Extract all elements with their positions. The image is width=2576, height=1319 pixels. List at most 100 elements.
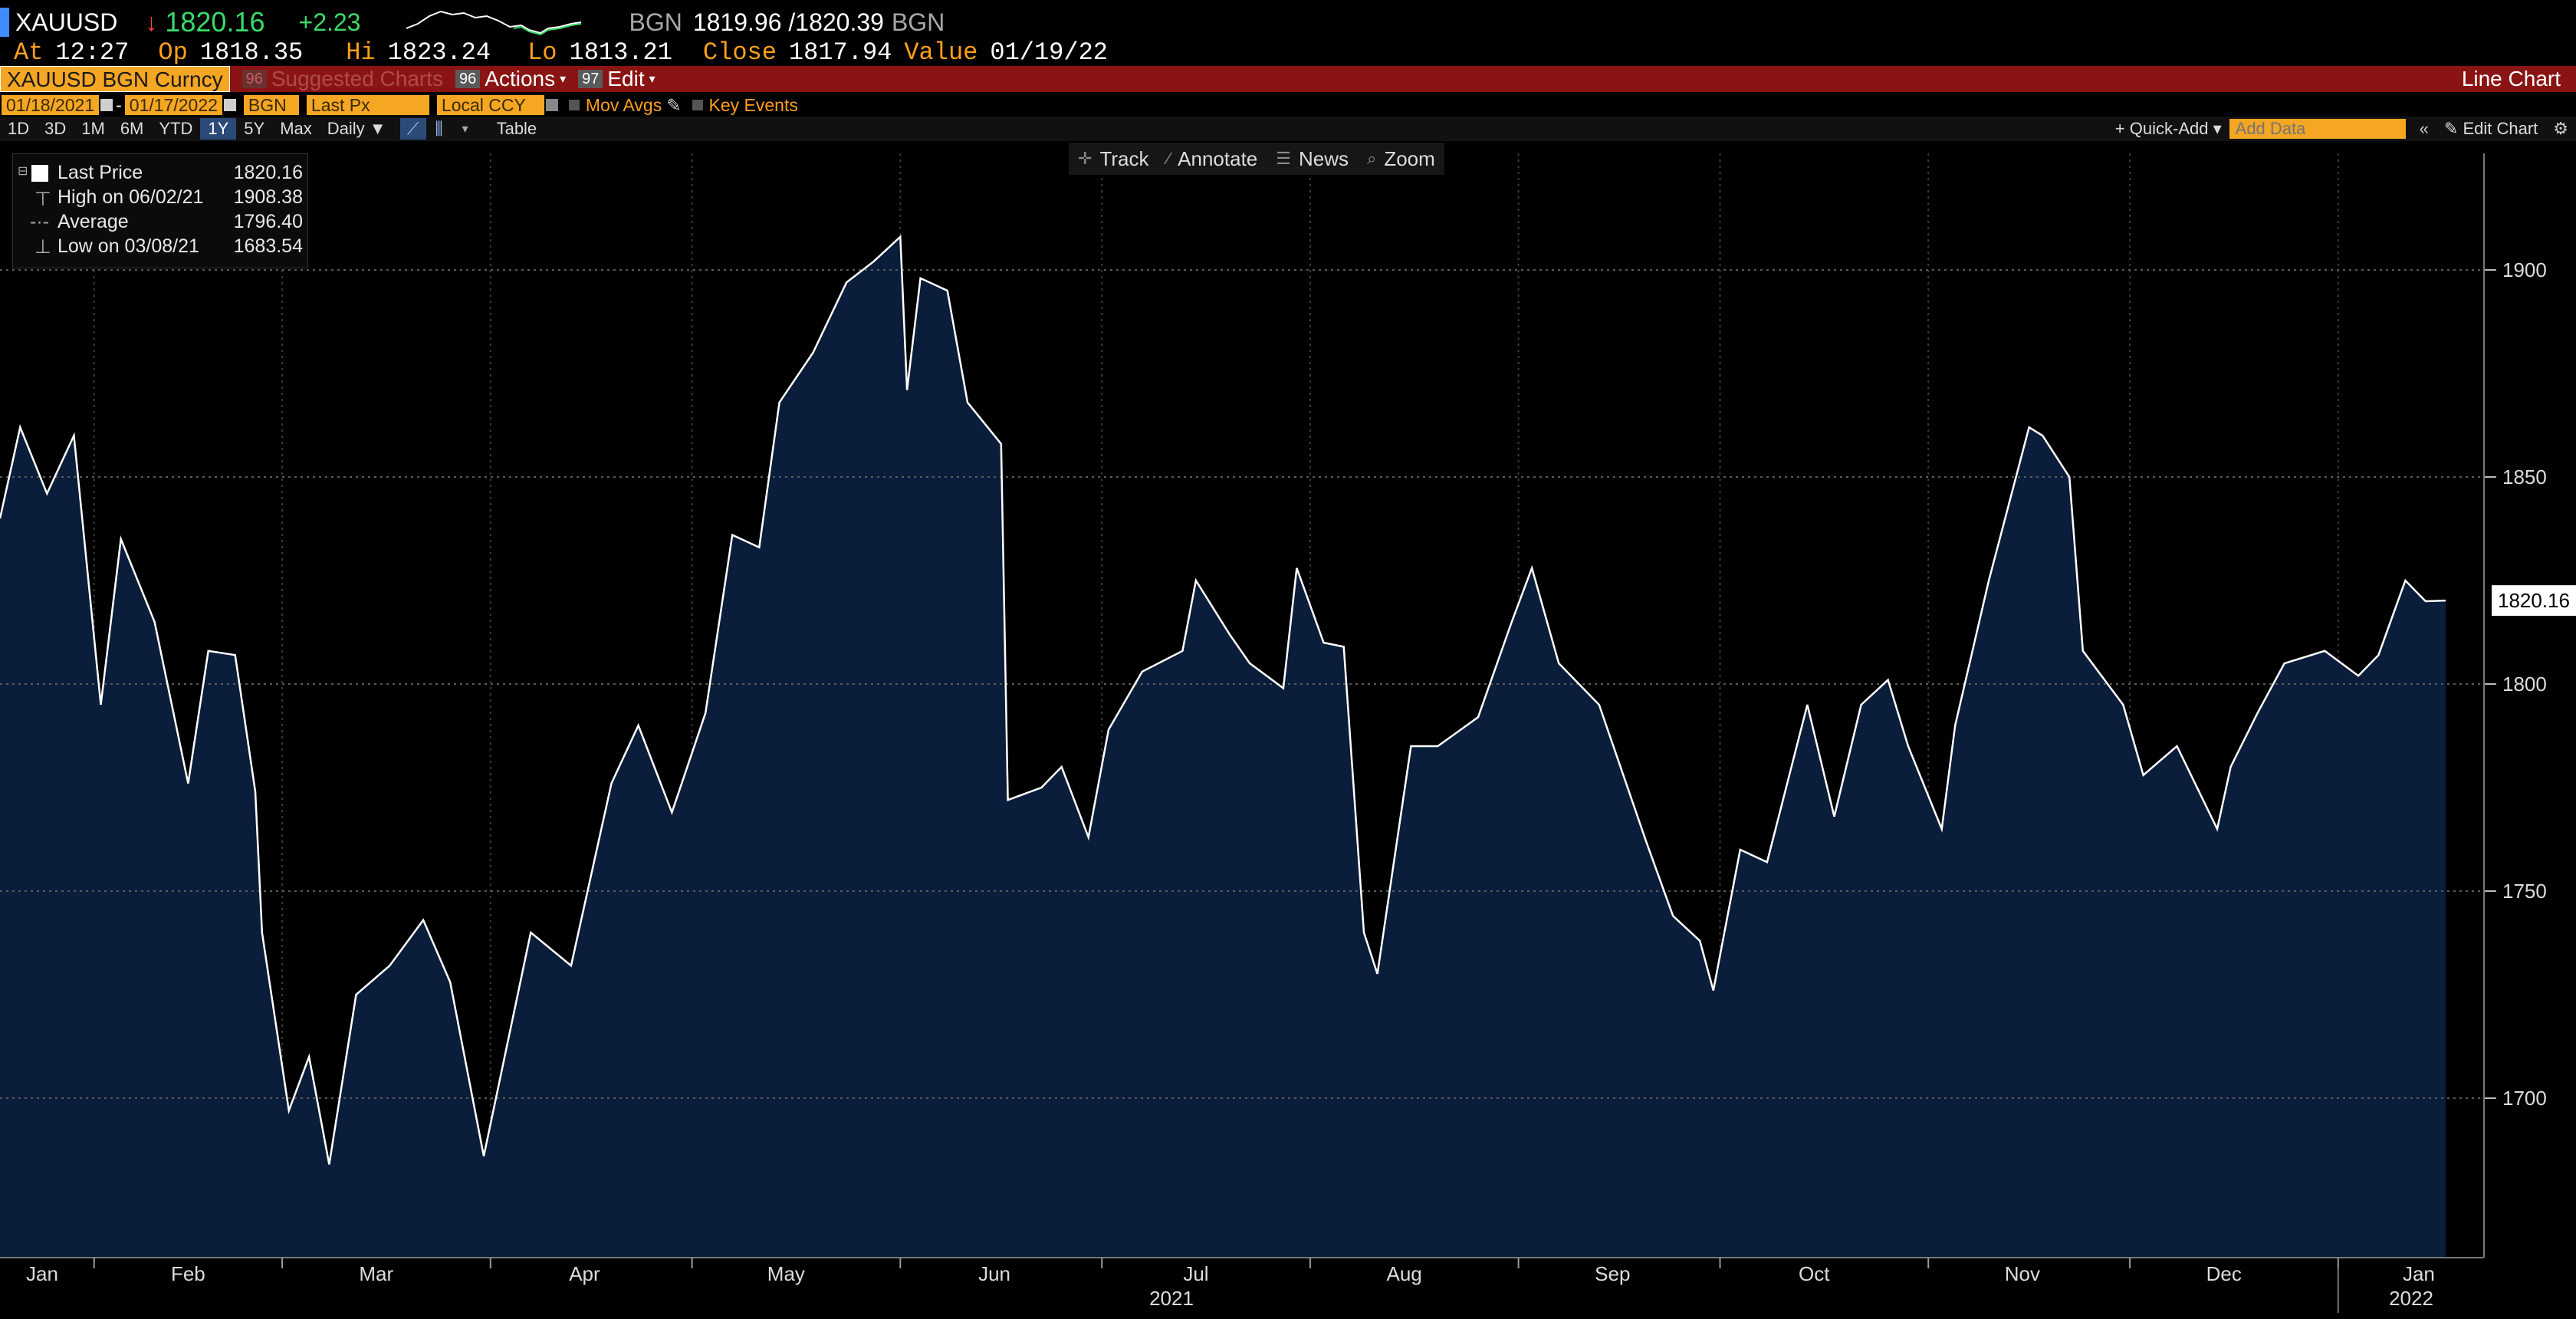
close-label: Close (702, 38, 777, 67)
period-1d-button[interactable]: 1D (8, 119, 30, 138)
y-tick-label: 1700 (2502, 1087, 2547, 1110)
x-tick-label: Nov (2005, 1262, 2040, 1285)
mov-avgs-label[interactable]: Mov Avgs (585, 94, 662, 115)
x-tick-label: Jan (2403, 1262, 2435, 1285)
period-max-button[interactable]: Max (280, 119, 312, 138)
last-value-badge (2492, 585, 2576, 617)
legend-high: High on 06/02/21 1908.38 (58, 186, 303, 208)
mov-avgs-checkbox[interactable] (568, 100, 580, 110)
low-marker-icon: ⊥ (34, 236, 51, 258)
line-chart-icon[interactable]: ⟋ (399, 118, 426, 140)
quote-header: XAUUSD ↓ 1820.16 +2.23 BGN 1819.96 /1820… (0, 5, 945, 40)
x-tick-label: Sep (1595, 1262, 1630, 1285)
key-events-checkbox[interactable] (692, 100, 703, 110)
ticker-marker (0, 8, 9, 37)
key-events-label[interactable]: Key Events (708, 94, 798, 115)
bar-chart-icon[interactable]: ⫼ (435, 119, 443, 138)
annotate-tool[interactable]: ∕ Annotate (1167, 146, 1258, 170)
value-label: Value (904, 38, 978, 67)
period-1m-button[interactable]: 1M (81, 119, 105, 138)
period-buttons: 1D 3D 1M 6M YTD 1Y 5Y Max (0, 118, 320, 140)
price-line (0, 235, 2446, 1165)
zoom-tool[interactable]: ⌕ Zoom (1367, 146, 1435, 170)
add-data-input[interactable] (2229, 119, 2406, 139)
start-date-field[interactable]: 01/18/2021 (2, 95, 100, 115)
date-separator: - (116, 94, 122, 115)
lo-value: 1813.21 (569, 38, 672, 67)
x-tick-label: Aug (1386, 1262, 1421, 1285)
price-field[interactable]: Last Px (306, 95, 429, 115)
y-axis: 1700 1750 1800 1850 1900 1820.16 (2483, 153, 2576, 1258)
down-arrow-icon: ↓ (145, 8, 158, 36)
period-6m-button[interactable]: 6M (120, 119, 144, 138)
period-1y-button[interactable]: 1Y (200, 118, 237, 140)
frequency-select[interactable]: Daily ▼ (327, 119, 386, 138)
security-field[interactable]: XAUUSD BGN Curncy (0, 66, 230, 92)
x-tick-label: May (767, 1262, 805, 1285)
x-tick-label: Jun (978, 1262, 1010, 1285)
at-label: At (14, 38, 44, 67)
y-tick-label: 1900 (2502, 258, 2547, 281)
chart-tools: ✛ Track ∕ Annotate ☰ News ⌕ Zoom (1069, 143, 1444, 175)
x-year-label: 2021 (1149, 1287, 1194, 1310)
actions-menu[interactable]: Actions (485, 67, 556, 90)
track-tool[interactable]: ✛ Track (1078, 146, 1149, 170)
chart-type-label[interactable]: Line Chart (2461, 67, 2561, 90)
legend-average: Average 1796.40 (58, 211, 303, 232)
quote-source: BGN (629, 8, 682, 36)
edit-chart-button[interactable]: ✎ Edit Chart (2443, 119, 2538, 138)
legend-last: Last Price 1820.16 (58, 162, 303, 183)
source-field[interactable]: BGN (243, 95, 299, 115)
period-3d-button[interactable]: 3D (44, 119, 67, 138)
chart-options-caret-icon[interactable]: ▾ (462, 123, 468, 136)
bid-ask: 1819.96 /1820.39 (692, 8, 884, 36)
lo-label: Lo (527, 38, 557, 67)
price-chart: 1700 1750 1800 1850 1900 1820.16 Jan Feb Mar Apr… (0, 153, 2576, 1313)
gear-icon[interactable]: ⚙ (2553, 119, 2568, 138)
suggested-charts-number: 96 (242, 70, 267, 88)
last-price: 1820.16 (165, 6, 265, 38)
quote-source-2: BGN (891, 8, 945, 36)
x-tick-label: Jan (26, 1262, 58, 1285)
x-tick-label: Oct (1799, 1262, 1830, 1285)
news-tool[interactable]: ☰ News (1276, 146, 1349, 170)
period-row: 1D 3D 1M 6M YTD 1Y 5Y Max Daily ▼ ⟋ ⫼ ▾ Table +… (0, 117, 2576, 141)
news-icon: ☰ (1276, 149, 1291, 168)
high-marker-icon: ⊤ (34, 189, 51, 210)
pencil-icon[interactable]: ✎ (666, 94, 682, 115)
calendar-icon[interactable] (223, 99, 236, 111)
x-axis: Jan Feb Mar Apr May Jun Jul Aug Sep Oct Nov Dec Jan2… (0, 1257, 2484, 1313)
at-time: 12:27 (55, 38, 130, 67)
chart-toolbar: XAUUSD BGN Curncy 96 Suggested Charts 96… (0, 66, 2576, 92)
legend-low: Low on 03/08/21 1683.54 (58, 235, 303, 257)
actions-caret-icon: ▾ (560, 73, 567, 86)
end-date-field[interactable]: 01/17/2022 (124, 95, 222, 115)
op-value: 1818.35 (199, 38, 304, 67)
y-tick-label: 1750 (2502, 880, 2547, 903)
currency-dropdown-icon[interactable] (545, 99, 558, 111)
period-5y-button[interactable]: 5Y (244, 119, 265, 138)
suggested-charts-menu[interactable]: Suggested Charts (271, 67, 444, 90)
pen-icon: ∕ (1167, 149, 1171, 168)
table-button[interactable]: Table (496, 119, 537, 138)
currency-field[interactable]: Local CCY (436, 95, 544, 115)
crosshair-icon: ✛ (1078, 149, 1092, 168)
calendar-icon[interactable] (100, 99, 113, 111)
x-tick-label: Jul (1183, 1262, 1208, 1285)
edit-menu[interactable]: Edit (607, 67, 645, 90)
chart-legend: ⊟ Last Price 1820.16 ⊤ High on 06/02/21 19… (12, 153, 308, 268)
value-date: 01/19/22 (990, 38, 1108, 67)
collapse-legend-icon[interactable]: ⊟ (18, 165, 28, 178)
quick-add-button[interactable]: + Quick-Add ▾ (2114, 119, 2222, 138)
magnifier-icon: ⌕ (1367, 149, 1377, 168)
collapse-icon[interactable]: « (2419, 119, 2429, 138)
hi-label: Hi (346, 38, 376, 67)
x-tick-label: Apr (569, 1262, 600, 1285)
price-area (0, 236, 2446, 1258)
period-ytd-button[interactable]: YTD (159, 119, 193, 138)
ticker[interactable]: XAUUSD (15, 8, 118, 36)
edit-number: 97 (578, 70, 603, 88)
x-year-label: 2022 (2389, 1287, 2433, 1310)
hi-value: 1823.24 (387, 38, 491, 67)
net-change: +2.23 (298, 8, 361, 36)
